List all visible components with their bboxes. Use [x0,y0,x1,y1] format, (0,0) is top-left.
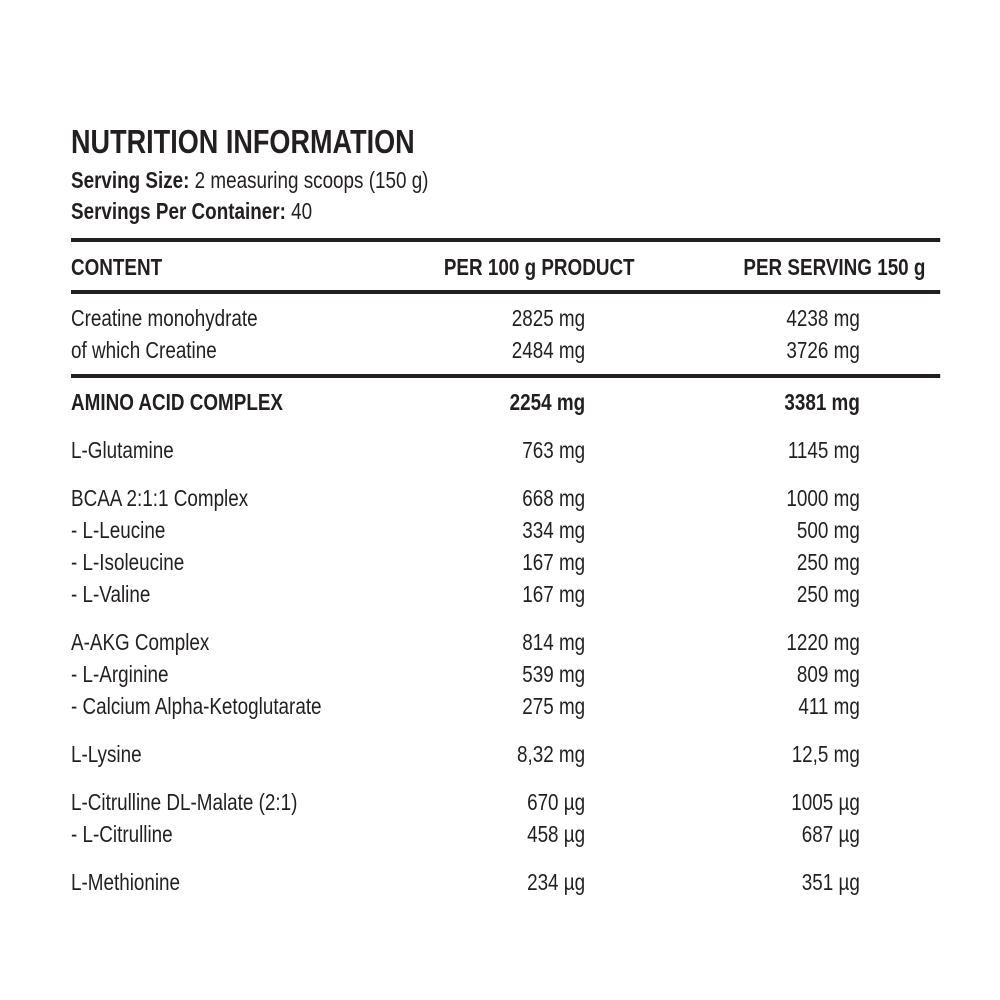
row-per-100g: 670 µg [527,789,586,815]
table-row: of which Creatine 2484 mg 3726 mg [71,334,940,366]
row-name: Creatine monohydrate [71,305,258,331]
row-per-100g: 763 mg [522,437,586,463]
row-per-100g: 334 mg [522,517,586,543]
row-group: L-Glutamine 763 mg 1145 mg [71,426,940,474]
row-per-100g: 2254 mg [509,389,586,415]
row-per-serving: 1220 mg [786,629,860,655]
table-body: Creatine monohydrate 2825 mg 4238 mg of whi… [71,294,941,906]
servings-per-container-line: Servings Per Container: 40 [71,196,940,227]
divider [71,374,941,378]
column-header-per-serving: PER SERVING 150 g [743,254,926,280]
row-name: L-Methionine [71,869,181,895]
table-row: L-Glutamine 763 mg 1145 mg [71,434,940,466]
row-per-100g: 8,32 mg [516,741,586,767]
serving-size-line: Serving Size: 2 measuring scoops (150 g) [71,165,940,196]
row-group: L-Methionine 234 µg 351 µg [71,858,940,906]
row-per-serving: 1005 µg [791,789,860,815]
serving-size-label: Serving Size: [71,167,190,193]
table-row: L-Methionine 234 µg 351 µg [71,866,940,898]
row-name: AMINO ACID COMPLEX [71,389,284,415]
row-per-serving: 3726 mg [786,337,860,363]
table-row: BCAA 2:1:1 Complex 668 mg 1000 mg [71,482,940,514]
row-per-serving: 12,5 mg [791,741,860,767]
row-per-100g: 167 mg [522,581,586,607]
column-header-content: CONTENT [71,254,163,280]
page-title: NUTRITION INFORMATION [71,123,415,160]
table-row: L-Citrulline DL-Malate (2:1) 670 µg 1005 µ… [71,786,940,818]
row-per-serving: 3381 mg [784,389,860,415]
table-row: - L-Leucine 334 mg 500 mg [71,514,940,546]
row-per-serving: 250 mg [796,549,860,575]
table-row: Creatine monohydrate 2825 mg 4238 mg [71,302,940,334]
row-name: - L-Leucine [71,517,166,543]
row-name: - L-Arginine [71,661,169,687]
row-per-100g: 2484 mg [511,337,586,363]
row-group: A-AKG Complex 814 mg 1220 mg - L-Arginine 53… [71,618,940,730]
row-per-serving: 411 mg [798,693,860,719]
row-per-serving: 351 µg [801,869,860,895]
row-per-100g: 2825 mg [511,305,586,331]
table-row: - L-Arginine 539 mg 809 mg [71,658,940,690]
row-name: - L-Citrulline [71,821,173,847]
row-per-100g: 275 mg [522,693,586,719]
row-group: L-Citrulline DL-Malate (2:1) 670 µg 1005 µ… [71,778,940,858]
servings-per-container-label: Servings Per Container: [71,198,286,224]
row-name: of which Creatine [71,337,217,363]
row-per-serving: 687 µg [801,821,860,847]
column-header-per-100g: PER 100 g PRODUCT [443,254,635,280]
row-name: L-Citrulline DL-Malate (2:1) [71,789,298,815]
table-row: AMINO ACID COMPLEX 2254 mg 3381 mg [71,386,940,418]
serving-size-value: 2 measuring scoops (150 g) [194,167,429,193]
row-name: BCAA 2:1:1 Complex [71,485,249,511]
row-name: L-Lysine [71,741,142,767]
row-name: - L-Isoleucine [71,549,185,575]
row-group: AMINO ACID COMPLEX 2254 mg 3381 mg [71,378,940,426]
table-row: - L-Valine 167 mg 250 mg [71,578,940,610]
row-group: L-Lysine 8,32 mg 12,5 mg [71,730,940,778]
row-name: A-AKG Complex [71,629,210,655]
table-row: - L-Citrulline 458 µg 687 µg [71,818,940,850]
row-per-100g: 814 mg [522,629,586,655]
nutrition-label: NUTRITION INFORMATION Serving Size: 2 me… [71,123,941,906]
servings-per-container-value: 40 [291,198,313,224]
row-per-serving: 1000 mg [786,485,860,511]
divider-top [71,238,941,242]
row-name: - L-Valine [71,581,151,607]
row-per-100g: 167 mg [522,549,586,575]
row-per-serving: 4238 mg [786,305,860,331]
row-name: - Calcium Alpha-Ketoglutarate [71,693,322,719]
table-row: - L-Isoleucine 167 mg 250 mg [71,546,940,578]
row-per-100g: 234 µg [527,869,586,895]
table-row: A-AKG Complex 814 mg 1220 mg [71,626,940,658]
serving-info: Serving Size: 2 measuring scoops (150 g)… [71,165,940,227]
row-per-100g: 539 mg [522,661,586,687]
row-per-serving: 250 mg [796,581,860,607]
divider-header-bottom [71,290,941,294]
table-header-row: CONTENT PER 100 g PRODUCT PER SERVING 15… [71,242,940,290]
row-per-serving: 500 mg [796,517,860,543]
row-group: BCAA 2:1:1 Complex 668 mg 1000 mg - L-Leuci… [71,474,940,618]
table-row: L-Lysine 8,32 mg 12,5 mg [71,738,940,770]
row-group: Creatine monohydrate 2825 mg 4238 mg of whi… [71,294,940,374]
table-row: - Calcium Alpha-Ketoglutarate 275 mg 411 m… [71,690,940,722]
row-per-serving: 809 mg [796,661,860,687]
row-per-100g: 668 mg [522,485,586,511]
row-per-serving: 1145 mg [787,437,860,463]
row-per-100g: 458 µg [527,821,586,847]
row-name: L-Glutamine [71,437,174,463]
